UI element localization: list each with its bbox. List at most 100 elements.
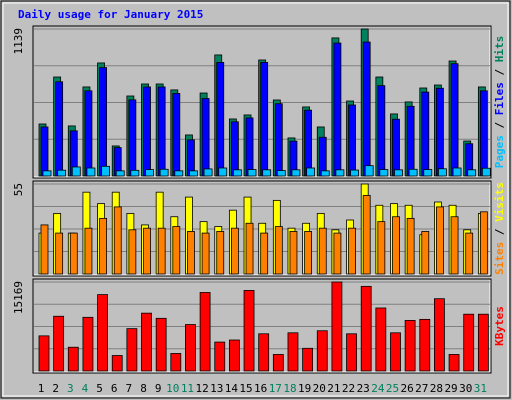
x-tick-label: 9 — [155, 382, 162, 395]
bar — [272, 354, 284, 372]
x-tick-label: 18 — [283, 382, 296, 395]
x-tick-label: 28 — [430, 382, 443, 395]
x-tick-label: 19 — [298, 382, 311, 395]
bar — [97, 294, 108, 372]
bar — [258, 333, 270, 372]
x-tick-label: 13 — [210, 382, 223, 395]
x-tick-label: 5 — [96, 382, 103, 395]
bar — [434, 298, 445, 372]
bar — [450, 216, 459, 275]
bar — [452, 167, 462, 177]
x-tick-label: 23 — [357, 382, 370, 395]
bar — [159, 168, 169, 177]
bar — [247, 169, 257, 177]
bar — [274, 226, 283, 275]
bar — [276, 170, 286, 177]
bar — [260, 62, 269, 177]
y-tick-label: 1139 — [12, 28, 25, 55]
legend: Pages / Files / Hits — [493, 36, 506, 169]
bar — [86, 167, 96, 177]
bar — [479, 90, 488, 177]
bar — [318, 136, 327, 177]
bar — [262, 169, 272, 177]
bar — [302, 347, 314, 372]
bar — [260, 232, 269, 275]
chart-title: Daily usage for January 2015 — [18, 8, 203, 21]
x-tick-label: 21 — [327, 382, 340, 395]
bar — [318, 227, 327, 275]
bar — [214, 341, 226, 372]
x-tick-label: 11 — [181, 382, 194, 395]
bar — [423, 169, 433, 177]
bar — [348, 104, 356, 177]
bar — [230, 121, 239, 177]
legend-entry: Visits — [493, 182, 506, 222]
x-tick-label: 31 — [474, 382, 487, 395]
bar — [392, 216, 400, 275]
legend-separator: / — [493, 69, 506, 76]
bar — [360, 285, 372, 372]
bar — [55, 81, 64, 177]
bar — [377, 85, 386, 177]
bar — [82, 316, 94, 372]
bar — [187, 231, 195, 275]
bar — [421, 231, 430, 275]
bar — [392, 118, 400, 177]
bar — [55, 232, 64, 275]
bar — [481, 167, 491, 177]
x-tick-label: 30 — [459, 382, 472, 395]
bar — [243, 290, 255, 372]
bar — [42, 170, 52, 177]
x-tick-label: 3 — [67, 382, 74, 395]
bar — [38, 335, 50, 372]
bar — [172, 226, 181, 275]
x-tick-label: 20 — [313, 382, 326, 395]
bar — [115, 170, 125, 177]
bar — [465, 232, 474, 275]
frame-bevel — [2, 2, 509, 397]
x-tick-label: 1 — [38, 382, 45, 395]
bar — [203, 168, 213, 177]
bar — [348, 227, 356, 275]
bar — [232, 169, 242, 177]
x-tick-label: 15 — [239, 382, 252, 395]
bar — [40, 126, 49, 177]
bar — [364, 165, 374, 177]
bar — [306, 167, 316, 177]
legend-entry: KBytes — [493, 306, 506, 346]
bar — [218, 167, 228, 177]
bar — [201, 232, 210, 275]
bar — [69, 232, 78, 275]
x-tick-label: 4 — [82, 382, 89, 395]
bar — [53, 315, 65, 372]
bar — [394, 169, 403, 177]
bar — [174, 170, 184, 177]
bar — [390, 332, 401, 372]
bar — [448, 354, 460, 372]
bar — [350, 169, 359, 177]
bar — [333, 232, 342, 275]
bar — [291, 169, 301, 177]
bar — [362, 41, 371, 177]
bar — [287, 332, 299, 372]
bar — [436, 87, 444, 177]
bar — [67, 346, 79, 372]
bar — [331, 281, 343, 372]
bar — [130, 169, 140, 177]
bar — [99, 217, 107, 275]
x-tick-label: 22 — [342, 382, 355, 395]
x-tick-label: 10 — [166, 382, 179, 395]
legend: KBytes — [493, 306, 506, 346]
bar — [172, 93, 181, 177]
legend-entry: Hits — [493, 36, 506, 63]
bar — [304, 231, 313, 275]
bar — [438, 168, 447, 177]
bar — [71, 166, 81, 177]
bar — [170, 353, 182, 372]
bar — [40, 224, 49, 275]
bar — [320, 170, 330, 177]
bar — [362, 195, 371, 275]
bar — [141, 312, 152, 372]
legend-separator: / — [493, 228, 506, 235]
